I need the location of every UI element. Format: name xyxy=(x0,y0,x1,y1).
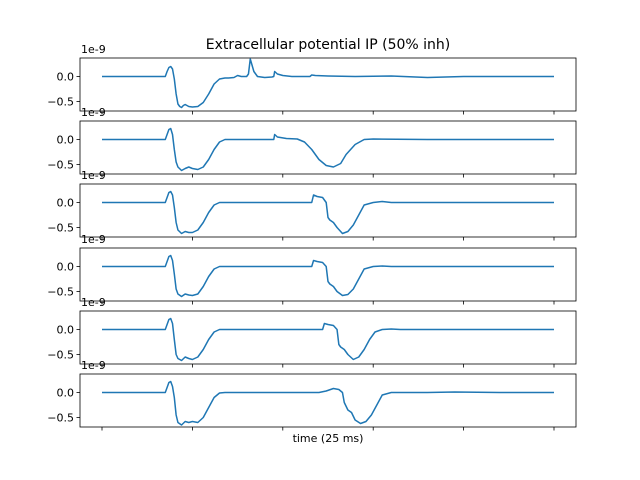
axes-frame xyxy=(79,57,577,112)
chart-title: Extracellular potential IP (50% inh) xyxy=(206,37,450,53)
x-axis-label: time (25 ms) xyxy=(293,432,364,445)
panel-3: 0.0 −0.5 1e-9 xyxy=(47,169,577,241)
axes-frame xyxy=(79,120,577,175)
y-tick-label: 0.0 xyxy=(57,324,75,337)
series-line xyxy=(102,254,554,298)
y-tick-label: 0.0 xyxy=(57,261,75,274)
axes-frame xyxy=(79,183,577,238)
panel-2: 0.0 −0.5 1e-9 xyxy=(47,106,577,178)
y-offset-label: 1e-9 xyxy=(81,359,106,372)
y-offset-label: 1e-9 xyxy=(81,233,106,246)
axes-frame xyxy=(79,310,577,365)
y-offset-label: 1e-9 xyxy=(81,296,106,309)
y-tick-label: 0.0 xyxy=(57,134,75,147)
y-tick-label: −0.5 xyxy=(47,96,74,109)
y-tick-label: 0.0 xyxy=(57,197,75,210)
axes-frame xyxy=(79,373,577,428)
panel-1: 0.0 −0.5 1e-9 xyxy=(47,43,577,115)
y-tick-label: −0.5 xyxy=(47,412,74,425)
y-offset-label: 1e-9 xyxy=(81,43,106,56)
y-tick-label: −0.5 xyxy=(47,159,74,172)
series-line xyxy=(102,317,554,362)
panels: 0.0 −0.5 1e-9 0.0 −0.5 1e-9 0.0 −0.5 1e-9 0.0 −0.5… xyxy=(47,43,577,431)
y-offset-label: 1e-9 xyxy=(81,169,106,182)
series-line xyxy=(102,127,554,172)
series-line xyxy=(102,190,554,235)
y-tick-label: −0.5 xyxy=(47,349,74,362)
panel-4: 0.0 −0.5 1e-9 xyxy=(47,233,577,305)
series-line xyxy=(102,58,554,109)
y-offset-label: 1e-9 xyxy=(81,106,106,119)
y-tick-label: 0.0 xyxy=(57,387,75,400)
axes-frame xyxy=(79,247,577,302)
y-tick-label: −0.5 xyxy=(47,222,74,235)
series-line xyxy=(102,380,554,426)
panel-5: 0.0 −0.5 1e-9 xyxy=(47,296,577,368)
y-tick-label: −0.5 xyxy=(47,286,74,299)
y-tick-label: 0.0 xyxy=(57,71,75,84)
panel-6: 0.0 −0.5 1e-9 xyxy=(47,359,577,431)
